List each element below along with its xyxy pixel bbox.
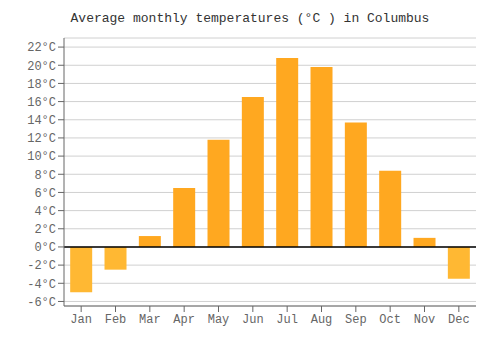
html-text:Average monthly temperatures (: Average monthly temperatures (°C ) in Co… [70,11,430,26]
svg-text:14°C: 14°C [27,114,56,128]
svg-text:20°C: 20°C [27,60,56,74]
svg-text:Jan: Jan [70,313,92,327]
svg-text:0°C: 0°C [34,241,56,255]
svg-text:4°C: 4°C [34,205,56,219]
svg-text:8°C: 8°C [34,169,56,183]
svg-text:Mar: Mar [139,313,161,327]
svg-text:-6°C: -6°C [27,296,56,310]
svg-text:Nov: Nov [414,313,436,327]
svg-text:16°C: 16°C [27,96,56,110]
svg-text:Jul: Jul [276,313,298,327]
svg-text:18°C: 18°C [27,78,56,92]
svg-text:May: May [208,313,230,327]
svg-text:22°C: 22°C [27,41,56,55]
svg-text:Oct: Oct [379,313,401,327]
svg-text:-4°C: -4°C [27,278,56,292]
svg-text:Feb: Feb [105,313,127,327]
svg-text:2°C: 2°C [34,223,56,237]
svg-text:Dec: Dec [448,313,470,327]
svg-text:10°C: 10°C [27,150,56,164]
svg-text:Jun: Jun [242,313,264,327]
svg-text:Apr: Apr [173,313,195,327]
svg-text:12°C: 12°C [27,132,56,146]
svg-text:-2°C: -2°C [27,259,56,273]
svg-text:Sep: Sep [345,313,367,327]
svg-text:6°C: 6°C [34,187,56,201]
svg-text:Aug: Aug [311,313,333,327]
